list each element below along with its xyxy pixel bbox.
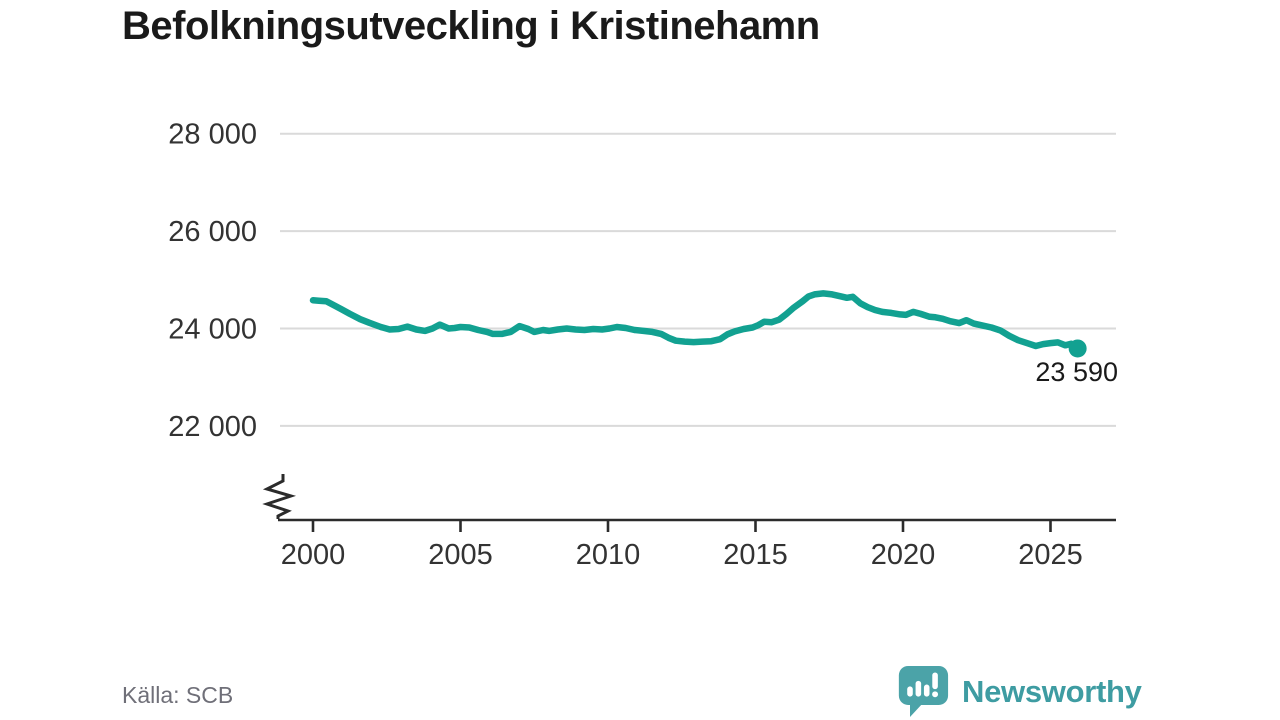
x-tick-label: 2020: [871, 539, 936, 571]
y-tick-label: 24 000: [168, 314, 257, 346]
x-tick-label: 2005: [428, 539, 493, 571]
newsworthy-logo: Newsworthy: [897, 665, 1142, 718]
chart-title: Befolkningsutveckling i Kristinehamn: [122, 4, 820, 48]
end-value-label: 23 590: [1035, 357, 1118, 387]
y-tick-label: 22 000: [168, 411, 257, 443]
y-tick-label: 26 000: [168, 216, 257, 248]
x-tick-label: 2025: [1018, 539, 1083, 571]
exclamation-bar: [932, 672, 938, 690]
population-line: [309, 290, 1081, 352]
logo-wordmark: Newsworthy: [962, 673, 1142, 709]
end-point-dot: [1068, 339, 1087, 358]
bar-1: [907, 686, 913, 697]
axis-break-zigzag: [262, 474, 297, 519]
exclamation-dot: [932, 691, 939, 698]
newsworthy-bubble-icon: [898, 665, 949, 718]
x-tick-label: 2015: [723, 539, 788, 571]
y-tick-label: 28 000: [168, 119, 257, 151]
speech-bubble: [898, 665, 949, 718]
x-tick-label: 2010: [576, 539, 641, 571]
bar-2: [915, 680, 922, 697]
bar-3: [923, 684, 930, 697]
x-tick-label: 2000: [281, 539, 346, 571]
source-caption: Källa: SCB: [122, 682, 234, 708]
